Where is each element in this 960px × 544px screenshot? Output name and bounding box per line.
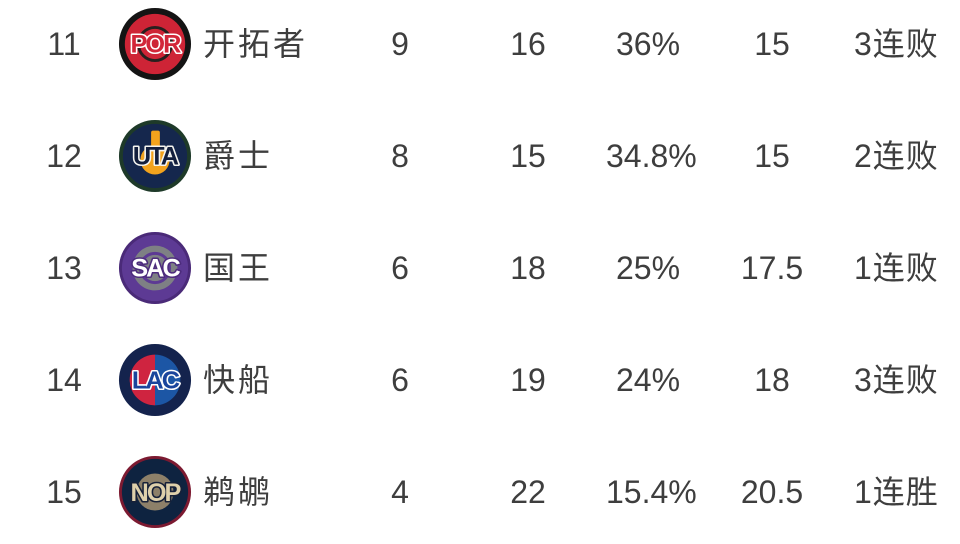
- kings-logo-icon: SAC: [118, 231, 192, 305]
- rank-label: 11: [47, 26, 81, 62]
- rank-label: 14: [46, 362, 82, 398]
- losses-value: 19: [510, 362, 546, 398]
- losses-value: 16: [510, 26, 546, 62]
- rank-label: 13: [46, 250, 82, 286]
- clippers-logo-icon: LAC: [118, 343, 192, 417]
- streak-value: 3连败: [854, 26, 939, 62]
- team-name: 国王: [203, 250, 274, 286]
- streak-value: 3连败: [854, 362, 939, 398]
- wins-value: 6: [391, 362, 409, 398]
- streak-value: 1连胜: [854, 474, 939, 510]
- losses-value: 15: [510, 138, 546, 174]
- streak-value: 1连败: [854, 250, 939, 286]
- pelicans-logo-icon: NOP: [118, 455, 192, 529]
- team-abbr: SAC: [131, 255, 180, 283]
- win-pct-value: 15.4%: [606, 474, 697, 510]
- team-abbr: UTA: [133, 143, 179, 171]
- games-behind-value: 15: [754, 138, 790, 174]
- games-behind-value: 20.5: [740, 474, 804, 510]
- win-pct-value: 34.8%: [606, 138, 697, 174]
- games-behind-value: 17.5: [740, 250, 804, 286]
- team-name: 开拓者: [203, 26, 309, 62]
- wins-value: 6: [391, 250, 409, 286]
- win-pct-value: 36%: [615, 26, 681, 62]
- streak-value: 2连败: [854, 138, 939, 174]
- wins-value: 8: [391, 138, 409, 174]
- table-row-jazz[interactable]: 12 UTA 爵士 8 15 34.8% 15 2连败: [0, 100, 960, 212]
- losses-value: 18: [510, 250, 546, 286]
- rank-label: 15: [46, 474, 82, 510]
- rank-label: 12: [46, 138, 82, 174]
- win-pct-value: 24%: [615, 362, 681, 398]
- team-abbr: POR: [131, 31, 182, 59]
- table-row-pelicans[interactable]: 15 NOP 鹈鹕 4 22 15.4% 20.5 1连胜: [0, 436, 960, 544]
- losses-value: 22: [510, 474, 546, 510]
- wins-value: 9: [391, 26, 409, 62]
- team-abbr: LAC: [132, 367, 180, 395]
- table-row-trail-blazers[interactable]: 11 POR 开拓者 9 16 36% 15 3连败: [0, 0, 960, 100]
- win-pct-value: 25%: [615, 250, 681, 286]
- games-behind-value: 18: [754, 362, 790, 398]
- jazz-logo-icon: UTA: [118, 119, 192, 193]
- team-name: 快船: [203, 362, 274, 398]
- team-name: 爵士: [203, 138, 274, 174]
- table-row-clippers[interactable]: 14 LAC 快船 6 19 24% 18 3连败: [0, 324, 960, 436]
- table-row-kings[interactable]: 13 SAC 国王 6 18 25% 17.5 1连败: [0, 212, 960, 324]
- games-behind-value: 15: [754, 26, 790, 62]
- trail-blazers-logo-icon: POR: [118, 7, 192, 81]
- wins-value: 4: [391, 474, 409, 510]
- team-name: 鹈鹕: [203, 474, 274, 510]
- team-abbr: NOP: [131, 479, 182, 507]
